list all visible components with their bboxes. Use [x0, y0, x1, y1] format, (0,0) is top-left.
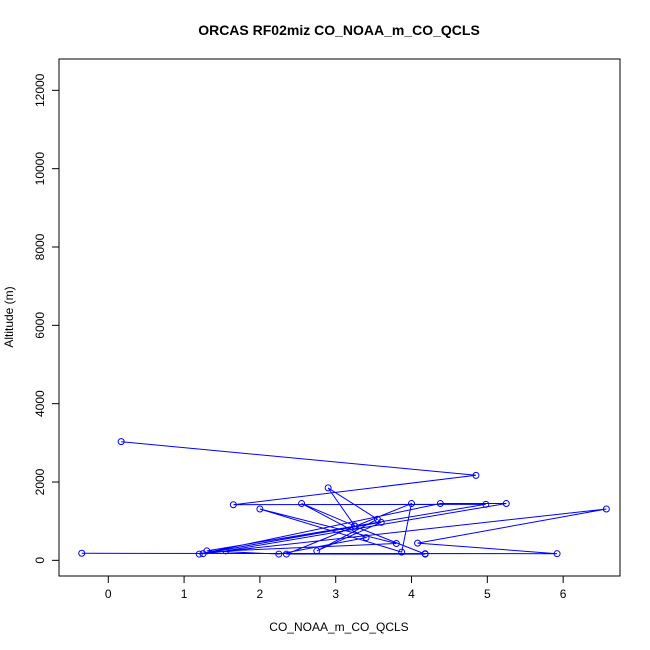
data-point [482, 500, 490, 508]
y-axis: 0 2000 4000 6000 8000 10000 12000 [33, 73, 60, 564]
series-line [81, 441, 607, 555]
data-point [472, 471, 480, 479]
data-point [414, 539, 422, 547]
x-axis: 0 1 2 3 4 5 6 [105, 575, 567, 601]
data-point [256, 505, 264, 513]
data-point [502, 500, 510, 508]
data-point [275, 550, 283, 558]
series-layer [78, 438, 610, 558]
y-tick-label: 8000 [33, 233, 47, 260]
data-point [195, 550, 203, 558]
y-tick-label: 6000 [33, 312, 47, 339]
data-point [398, 548, 406, 556]
x-tick-label: 4 [408, 587, 415, 601]
y-tick-label: 0 [33, 557, 47, 564]
x-tick-label: 6 [560, 587, 567, 601]
x-tick-label: 1 [181, 587, 188, 601]
x-tick-label: 2 [257, 587, 264, 601]
data-point [298, 500, 306, 508]
data-point [229, 501, 237, 509]
data-point [392, 539, 400, 547]
y-tick-label: 2000 [33, 468, 47, 495]
data-point [117, 438, 125, 446]
data-point [436, 500, 444, 508]
y-tick-label: 4000 [33, 390, 47, 417]
data-point [377, 518, 385, 526]
y-tick-label: 12000 [33, 73, 47, 107]
x-tick-label: 3 [332, 587, 339, 601]
data-point [222, 547, 230, 555]
data-point [421, 550, 429, 558]
data-point [78, 549, 86, 557]
data-point [362, 534, 370, 542]
x-tick-label: 0 [105, 587, 112, 601]
data-point [313, 547, 321, 555]
data-point [553, 550, 561, 558]
data-point [199, 550, 207, 558]
data-point [324, 484, 332, 492]
data-point [282, 550, 290, 558]
y-axis-label: Altitude (m) [2, 286, 16, 347]
data-point [408, 500, 416, 508]
data-point [351, 522, 359, 530]
y-tick-label: 10000 [33, 152, 47, 186]
x-tick-label: 5 [484, 587, 491, 601]
data-point [602, 505, 610, 513]
x-axis-label: CO_NOAA_m_CO_QCLS [269, 620, 408, 634]
plot-area-frame [58, 58, 621, 577]
chart-title: ORCAS RF02miz CO_NOAA_m_CO_QCLS [198, 22, 480, 38]
